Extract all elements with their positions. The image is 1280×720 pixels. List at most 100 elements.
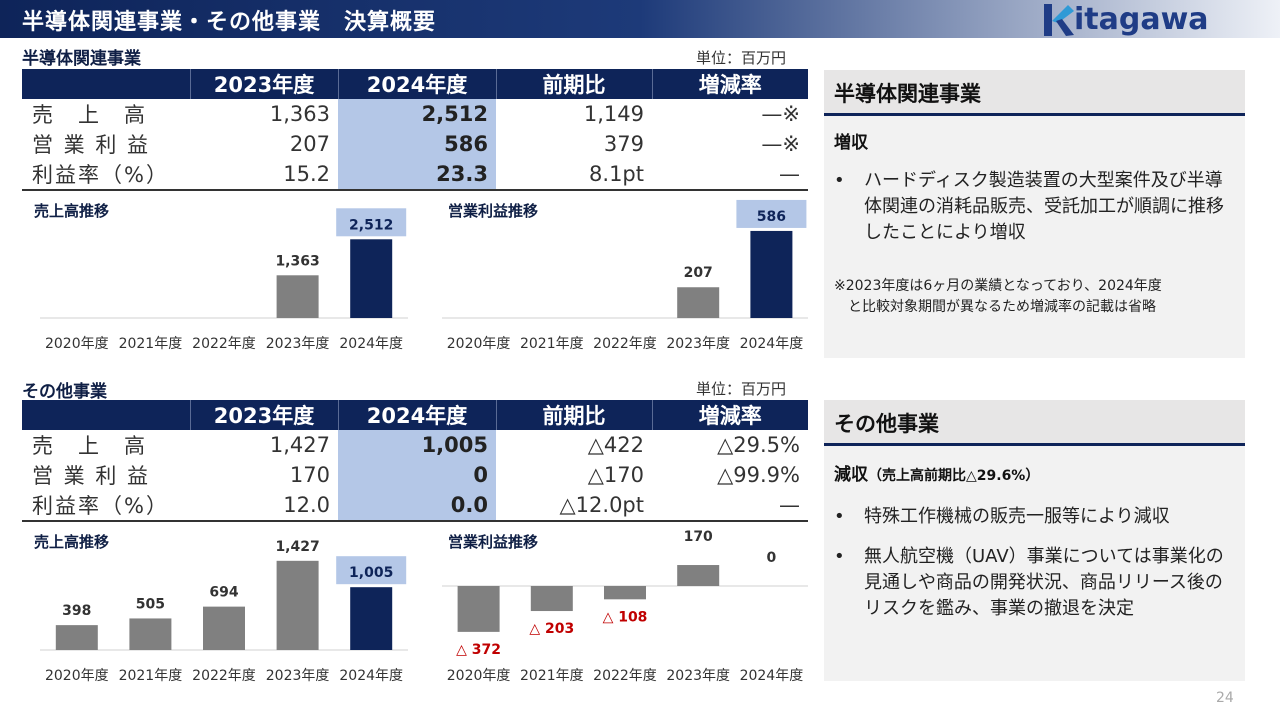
table-cell: 23.3 <box>338 159 496 191</box>
other-sales-chart-title: 売上高推移 <box>34 533 110 551</box>
x-tick-label: 2021年度 <box>520 668 584 684</box>
other-unit: 単位：百万円 <box>696 380 787 398</box>
other-summary-panel: その他事業 減収（売上高前期比△29.6%） • 特殊工作機械の販売一服等により… <box>824 400 1245 681</box>
bar-value-label: 1,005 <box>349 565 393 581</box>
row-label: 売 上 高 <box>32 103 147 127</box>
chart-bar <box>604 586 646 600</box>
table-cell: — <box>652 159 808 191</box>
x-tick-label: 2024年度 <box>339 668 403 684</box>
other-panel-sub: 減収（売上高前期比△29.6%） <box>834 460 1039 485</box>
bullet-dot-icon: • <box>834 506 845 527</box>
semi-panel-title: 半導体関連事業 <box>834 82 981 106</box>
chart-bar <box>203 606 245 650</box>
col-header: 2024年度 <box>338 400 497 430</box>
semi-summary-panel: 半導体関連事業 増収 • ハードディスク製造装置の大型案件及び半導体関連の消耗品… <box>824 70 1245 358</box>
chart-bar <box>350 587 393 650</box>
other-table: 2023年度 2024年度 前期比 増減率 売 上 高 1,427 1,005 … <box>22 400 808 522</box>
x-tick-label: 2020年度 <box>447 336 511 352</box>
table-row: 売 上 高 1,363 2,512 1,149 —※ <box>22 99 808 129</box>
semi-table: 2023年度 2024年度 前期比 増減率 売 上 高 1,363 2,512 … <box>22 69 808 191</box>
other-bullet: • 無人航空機（UAV）事業については事業化の見通しや商品の開発状況、商品リリー… <box>834 544 1234 654</box>
chart-bar <box>457 586 500 632</box>
semi-unit: 単位：百万円 <box>696 49 787 67</box>
col-header: 2023年度 <box>190 69 339 99</box>
table-row: 利益率（%） 15.2 23.3 8.1pt — <box>22 159 808 191</box>
x-tick-label: 2021年度 <box>119 336 183 352</box>
row-label: 利益率（%） <box>22 490 190 522</box>
x-tick-label: 2022年度 <box>593 668 657 684</box>
logo-text: itagawa <box>1074 2 1209 37</box>
table-cell: △29.5% <box>717 433 800 457</box>
semi-profit-chart: 2020年度 2021年度 2022年度 207 2023年度 586 2024年度 <box>442 199 808 352</box>
logo-k-mark <box>1044 4 1074 36</box>
chart-bar <box>530 586 573 612</box>
table-row: 売 上 高 1,427 1,005 △422 △29.5% <box>22 430 808 460</box>
col-header: 2023年度 <box>190 400 339 430</box>
other-panel-sub-main: 減収 <box>834 465 868 485</box>
other-profit-chart: △ 372 2020年度 △ 203 2021年度 △ 108 2022年度 170 2023… <box>442 529 808 684</box>
bar-value-label: 170 <box>684 529 713 545</box>
chart-bar <box>350 239 393 318</box>
chart-bar <box>677 287 720 318</box>
x-tick-label: 2021年度 <box>119 668 183 684</box>
table-cell: △170 <box>587 463 644 487</box>
col-header <box>22 69 191 99</box>
x-tick-label: 2020年度 <box>45 668 109 684</box>
x-tick-label: 2024年度 <box>740 668 804 684</box>
bar-value-label: 505 <box>136 596 165 612</box>
value-highlight-box <box>336 556 407 585</box>
chart-bar <box>276 560 319 650</box>
table-cell: 1,005 <box>338 430 496 460</box>
col-header <box>22 400 191 430</box>
row-label: 営 業 利 益 <box>32 464 151 488</box>
bullet-text: 無人航空機（UAV）事業については事業化の見通しや商品の開発状況、商品リリース後… <box>864 546 1224 619</box>
chart-bar <box>129 618 172 650</box>
row-label: 売 上 高 <box>32 434 147 458</box>
x-tick-label: 2022年度 <box>192 336 256 352</box>
table-cell: 1,149 <box>583 102 644 126</box>
table-cell: 379 <box>603 132 644 156</box>
table-row: 営 業 利 益 207 586 379 —※ <box>22 129 808 159</box>
semi-sales-chart: 2020年度 2021年度 2022年度 1,363 2023年度 2,512 2024年度 <box>40 208 408 352</box>
note-line: ※2023年度は6ヶ月の業績となっており、2024年度 <box>834 278 1162 294</box>
semi-profit-chart-title: 営業利益推移 <box>448 202 539 220</box>
table-cell: 170 <box>289 463 330 487</box>
bar-value-label: 207 <box>684 265 713 281</box>
bar-value-label: 1,427 <box>275 539 319 555</box>
table-row: 利益率（%） 12.0 0.0 △12.0pt — <box>22 490 808 522</box>
semi-panel-header: 半導体関連事業 <box>824 70 1245 116</box>
table-cell: 15.2 <box>190 159 338 191</box>
value-highlight-box <box>736 199 807 228</box>
value-highlight-box <box>336 208 407 237</box>
page-number: 24 <box>1216 690 1234 706</box>
other-panel-header: その他事業 <box>824 400 1245 446</box>
col-header: 増減率 <box>652 400 808 430</box>
table-row: 営 業 利 益 170 0 △170 △99.9% <box>22 460 808 490</box>
other-section-label: その他事業 <box>22 382 107 402</box>
bar-value-label: △ 203 <box>529 621 574 637</box>
bar-value-label: △ 108 <box>603 609 648 625</box>
chart-bar <box>276 275 319 318</box>
semi-section-label: 半導体関連事業 <box>22 49 141 69</box>
bar-value-label: 398 <box>62 603 91 619</box>
x-tick-label: 2023年度 <box>266 336 330 352</box>
col-header: 前期比 <box>496 400 653 430</box>
other-profit-chart-title: 営業利益推移 <box>448 533 539 551</box>
other-bullet: • 特殊工作機械の販売一服等により減収 <box>834 504 1234 532</box>
semi-note: ※2023年度は6ヶ月の業績となっており、2024年度 と比較対象期間が異なるた… <box>834 276 1244 318</box>
bullet-dot-icon: • <box>834 170 845 191</box>
x-tick-label: 2023年度 <box>666 336 730 352</box>
table-cell: △99.9% <box>717 463 800 487</box>
x-tick-label: 2022年度 <box>192 668 256 684</box>
table-cell: —※ <box>761 132 800 156</box>
note-line: と比較対象期間が異なるため増減率の記載は省略 <box>834 299 1156 315</box>
semi-bullet: • ハードディスク製造装置の大型案件及び半導体関連の消耗品販売、受託加工が順調に… <box>834 168 1234 248</box>
x-tick-label: 2024年度 <box>740 336 804 352</box>
x-tick-label: 2022年度 <box>593 336 657 352</box>
table-cell: —※ <box>761 102 800 126</box>
other-panel-sub-note: （売上高前期比△29.6%） <box>868 468 1040 484</box>
table-cell: △422 <box>587 433 644 457</box>
table-cell: 12.0 <box>190 490 338 522</box>
bar-value-label: 694 <box>209 585 238 601</box>
